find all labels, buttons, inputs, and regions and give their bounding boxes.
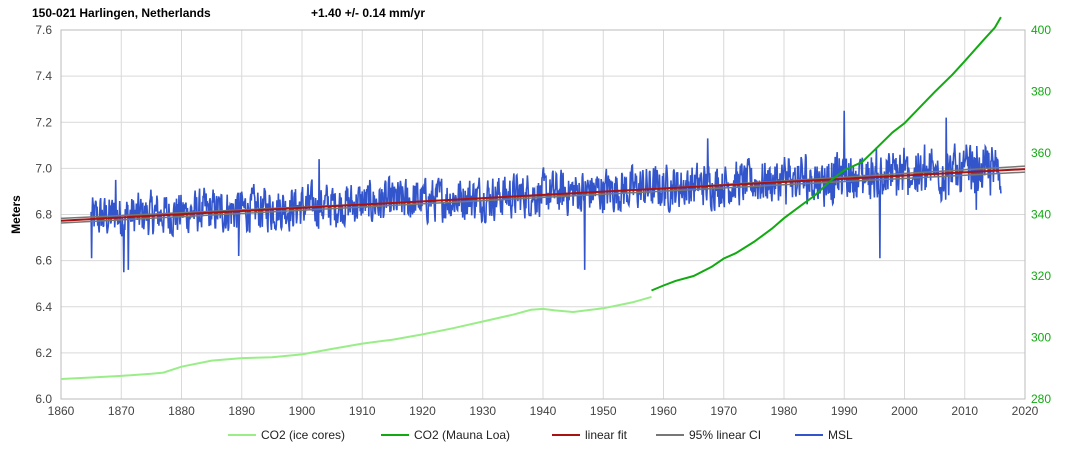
y-left-tick-label: 6.6 xyxy=(35,254,52,268)
x-tick-label: 2010 xyxy=(951,404,978,418)
y-right-tick-label: 340 xyxy=(1031,208,1051,222)
x-tick-label: 1950 xyxy=(590,404,617,418)
x-tick-label: 1910 xyxy=(349,404,376,418)
x-tick-label: 1890 xyxy=(228,404,255,418)
y-right-tick-label: 400 xyxy=(1031,23,1051,37)
y-right-tick-label: 360 xyxy=(1031,146,1051,160)
linear-fit-line xyxy=(60,168,1026,222)
legend-swatch-co2-ice xyxy=(228,434,256,436)
msl-line xyxy=(90,110,1002,273)
y-left-tick-label: 6.4 xyxy=(35,300,52,314)
gridlines xyxy=(60,29,1026,400)
legend-item-ci[interactable]: 95% linear CI xyxy=(656,428,761,442)
sea-level-chart: 1860 1870 1880 1890 1900 1910 1920 1930 1940 1950… xyxy=(9,16,1051,418)
x-tick-label: 1960 xyxy=(650,404,677,418)
y-right-tick-label: 320 xyxy=(1031,269,1051,283)
ci-lower-line xyxy=(60,171,1026,224)
x-tick-label: 1930 xyxy=(469,404,496,418)
legend-label-co2-mauna: CO2 (Mauna Loa) xyxy=(414,428,511,442)
legend-swatch-ci xyxy=(656,434,684,436)
y-left-tick-label: 7.6 xyxy=(35,23,52,37)
y-left-tick-label: 6.2 xyxy=(35,346,52,360)
legend-label-co2-ice: CO2 (ice cores) xyxy=(261,428,346,442)
y-left-tick-label: 7.0 xyxy=(35,161,52,175)
legend-swatch-co2-mauna xyxy=(381,434,409,436)
x-tick-label: 1990 xyxy=(831,404,858,418)
x-tick-label: 1880 xyxy=(168,404,195,418)
legend-swatch-linear-fit xyxy=(552,434,580,436)
legend-swatch-msl xyxy=(795,434,823,436)
legend-item-msl[interactable]: MSL xyxy=(795,428,853,442)
x-axis: 1860 1870 1880 1890 1900 1910 1920 1930 1940 1950… xyxy=(48,404,1039,418)
y-left-tick-label: 7.2 xyxy=(35,115,52,129)
legend-label-msl: MSL xyxy=(828,428,853,442)
x-tick-label: 1970 xyxy=(710,404,737,418)
x-tick-label: 1980 xyxy=(771,404,798,418)
legend-item-linear-fit[interactable]: linear fit xyxy=(552,428,627,442)
y-axis-left: 6.0 6.2 6.4 6.6 6.8 7.0 7.2 7.4 7.6 Meters xyxy=(9,23,52,406)
legend-item-co2-mauna[interactable]: CO2 (Mauna Loa) xyxy=(381,428,510,442)
x-tick-label: 1940 xyxy=(530,404,557,418)
trend-title: +1.40 +/- 0.14 mm/yr xyxy=(311,6,426,20)
x-tick-label: 1870 xyxy=(108,404,135,418)
legend-item-co2-ice[interactable]: CO2 (ice cores) xyxy=(228,428,345,442)
y-left-tick-label: 6.0 xyxy=(35,392,52,406)
chart-legend: CO2 (ice cores) CO2 (Mauna Loa) linear f… xyxy=(0,428,1067,444)
plot-frame xyxy=(60,29,1026,400)
legend-label-ci: 95% linear CI xyxy=(689,428,762,442)
y-axis-right: 280300320340360380400420ppmv xyxy=(1031,23,1051,406)
x-tick-label: 2000 xyxy=(891,404,918,418)
y-left-tick-label: 6.8 xyxy=(35,208,52,222)
x-tick-label: 1900 xyxy=(289,404,316,418)
co2-ice-cores-line xyxy=(60,295,652,380)
y-left-axis-title: Meters xyxy=(9,195,23,234)
y-left-tick-label: 7.4 xyxy=(35,69,52,83)
plot-area xyxy=(60,16,1026,380)
y-right-tick-label: 380 xyxy=(1031,85,1051,99)
x-tick-label: 1860 xyxy=(48,404,75,418)
legend-label-linear-fit: linear fit xyxy=(585,428,628,442)
y-right-tick-label: 300 xyxy=(1031,331,1051,345)
x-tick-label: 2020 xyxy=(1012,404,1039,418)
y-right-tick-label: 280 xyxy=(1031,392,1051,406)
x-tick-label: 1920 xyxy=(409,404,436,418)
station-title: 150-021 Harlingen, Netherlands xyxy=(32,6,211,20)
co2-mauna-loa-line xyxy=(651,16,1002,292)
